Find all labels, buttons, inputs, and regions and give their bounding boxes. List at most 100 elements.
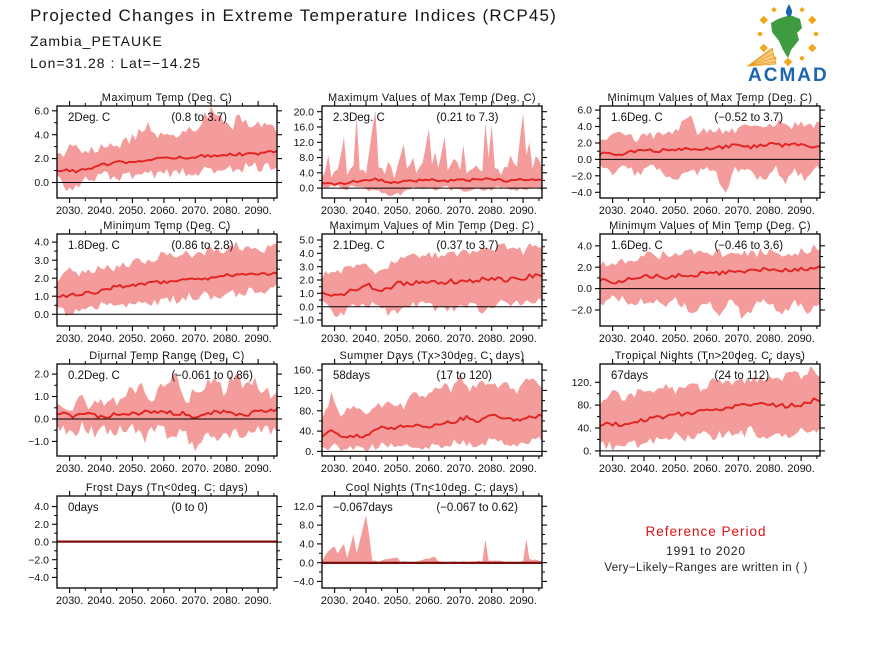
svg-text:5.0: 5.0 [299, 235, 314, 247]
svg-text:2080.: 2080. [756, 463, 784, 475]
svg-text:2070.: 2070. [447, 333, 475, 345]
svg-text:2070.: 2070. [447, 205, 475, 217]
svg-text:−1.0: −1.0 [28, 436, 49, 448]
panel-value-label: 2.1Deg. C [333, 240, 385, 252]
svg-text:2060.: 2060. [693, 463, 721, 475]
fan-icon [746, 47, 777, 67]
svg-text:2070.: 2070. [725, 333, 753, 345]
panel-chart: Tropical Nights (Tn>20deg. C; days) 120.… [572, 350, 825, 475]
svg-text:−4.0: −4.0 [571, 187, 592, 199]
reference-period-years: 1991 to 2020 [666, 544, 746, 558]
svg-text:2040.: 2040. [352, 333, 380, 345]
svg-text:4.0: 4.0 [299, 167, 314, 179]
panel-6-minimum-values-of-min-temp-deg-c: Minimum Values of Min Temp (Deg. C) 4.0 2… [556, 218, 844, 351]
svg-text:2040.: 2040. [352, 205, 380, 217]
svg-text:2050.: 2050. [384, 333, 412, 345]
panel-chart: Diurnal Temp Range (Deg. C) 2.0 1.0 0.0 −1.… [28, 350, 282, 475]
svg-text:−1.0: −1.0 [293, 315, 314, 327]
svg-text:160.: 160. [294, 365, 314, 377]
svg-text:12.0: 12.0 [294, 137, 315, 149]
svg-text:2030.: 2030. [321, 595, 349, 607]
svg-text:4.0: 4.0 [299, 539, 314, 551]
panel-2-maximum-values-of-max-temp-deg-c: Maximum Values of Max Temp (Deg. C) 20.0… [278, 90, 566, 223]
svg-text:4.0: 4.0 [34, 129, 49, 141]
svg-text:2080.: 2080. [213, 333, 241, 345]
svg-text:2050.: 2050. [119, 205, 147, 217]
svg-text:2030.: 2030. [599, 463, 627, 475]
panel-range-label: (0 to 0) [171, 502, 208, 514]
panel-3-minimum-values-of-max-temp-deg-c: Minimum Values of Max Temp (Deg. C) 6.0 4… [556, 90, 844, 223]
panel-value-label: 58days [333, 370, 370, 382]
panel-title: Maximum Values of Min Temp (Deg. C) [330, 220, 535, 232]
svg-text:2070.: 2070. [447, 463, 475, 475]
svg-text:16.0: 16.0 [294, 122, 315, 134]
svg-text:3.0: 3.0 [34, 255, 49, 267]
svg-text:2050.: 2050. [384, 595, 412, 607]
panel-value-label: 0days [68, 502, 99, 514]
panel-9-tropical-nights-tn-20deg-c-days: Tropical Nights (Tn>20deg. C; days) 120.… [556, 348, 844, 481]
svg-text:4.0: 4.0 [34, 237, 49, 249]
svg-text:2050.: 2050. [662, 463, 690, 475]
panel-range-label: (−0.52 to 3.7) [714, 112, 783, 124]
svg-text:2040.: 2040. [87, 595, 115, 607]
panel-1-maximum-temp-deg-c: Maximum Temp (Deg. C) 6.0 4.0 2.0 0.0 2030. 2… [13, 90, 301, 223]
water-drop-icon [785, 4, 793, 17]
panel-title: Minimum Temp (Deg. C) [103, 220, 230, 232]
panel-title: Summer Days (Tx>30deg. C; days) [339, 350, 524, 362]
svg-text:2080.: 2080. [213, 205, 241, 217]
svg-text:2040.: 2040. [87, 333, 115, 345]
svg-text:2090.: 2090. [244, 595, 272, 607]
svg-text:2090.: 2090. [787, 333, 815, 345]
africa-map-icon [771, 15, 802, 58]
svg-text:2090.: 2090. [787, 205, 815, 217]
svg-text:0.0: 0.0 [299, 557, 314, 569]
svg-text:2060.: 2060. [150, 463, 178, 475]
svg-text:2.0: 2.0 [34, 369, 49, 381]
svg-text:2060.: 2060. [415, 595, 443, 607]
page-title: Projected Changes in Extreme Temperature… [30, 6, 558, 25]
panel-range-label: (0.21 to 7.3) [436, 112, 498, 124]
panel-title: Cool Nights (Tn<10deg. C; days) [346, 482, 519, 494]
svg-text:2.0: 2.0 [299, 275, 314, 287]
svg-text:0.0: 0.0 [34, 414, 49, 426]
panel-value-label: 0.2Deg. C [68, 370, 120, 382]
panel-value-label: 67days [611, 370, 648, 382]
svg-text:2080.: 2080. [756, 333, 784, 345]
svg-text:2.0: 2.0 [34, 519, 49, 531]
svg-text:2050.: 2050. [384, 205, 412, 217]
location-label: Zambia_PETAUKE [30, 33, 163, 49]
panel-value-label: −0.067days [333, 502, 393, 514]
svg-text:2040.: 2040. [352, 595, 380, 607]
svg-text:2050.: 2050. [119, 595, 147, 607]
panel-range-label: (17 to 120) [436, 370, 492, 382]
svg-text:12.0: 12.0 [294, 501, 315, 513]
svg-text:40.: 40. [577, 423, 592, 435]
svg-text:−2.0: −2.0 [571, 170, 592, 182]
svg-text:2060.: 2060. [150, 205, 178, 217]
svg-text:0.0: 0.0 [577, 283, 592, 295]
panel-chart: Maximum Values of Min Temp (Deg. C) 5.04… [293, 220, 547, 345]
svg-text:0.0: 0.0 [299, 183, 314, 195]
svg-text:8.0: 8.0 [299, 152, 314, 164]
very-likely-range-note: Very−Likely−Ranges are written in ( ) [604, 562, 808, 574]
svg-text:2.0: 2.0 [34, 153, 49, 165]
svg-text:2080.: 2080. [478, 205, 506, 217]
svg-text:2080.: 2080. [478, 463, 506, 475]
panel-title: Maximum Temp (Deg. C) [102, 92, 232, 104]
svg-text:2040.: 2040. [352, 463, 380, 475]
reference-period-block: Reference Period 1991 to 2020 Very−Likel… [556, 524, 856, 574]
svg-text:2070.: 2070. [182, 205, 210, 217]
panel-range-label: (0.8 to 3.7) [171, 112, 227, 124]
svg-text:4.0: 4.0 [577, 240, 592, 252]
svg-text:8.0: 8.0 [299, 520, 314, 532]
svg-text:0.0: 0.0 [577, 154, 592, 166]
svg-text:4.0: 4.0 [34, 501, 49, 513]
svg-text:1.0: 1.0 [299, 288, 314, 300]
svg-text:2030.: 2030. [321, 463, 349, 475]
svg-text:120.: 120. [294, 385, 314, 397]
panel-title: Minimum Values of Min Temp (Deg. C) [609, 220, 811, 232]
svg-text:2030.: 2030. [321, 205, 349, 217]
panel-range-label: (24 to 112) [714, 370, 769, 382]
svg-text:2040.: 2040. [630, 205, 658, 217]
